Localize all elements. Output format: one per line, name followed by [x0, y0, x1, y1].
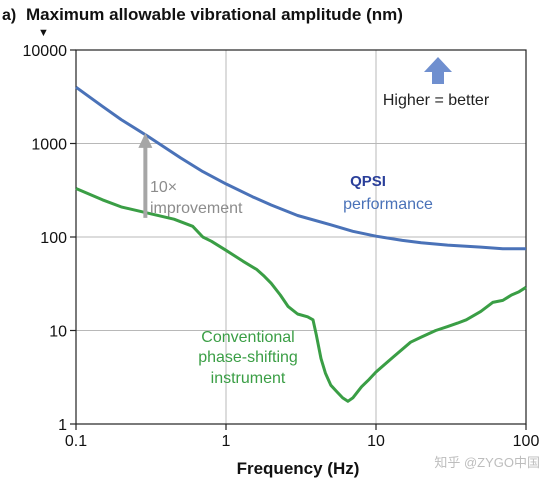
improvement-label-line1: 10× — [150, 179, 177, 196]
conventional-series-line — [75, 187, 527, 403]
conv-label-line3: instrument — [211, 370, 286, 387]
y-tick-label: 1 — [58, 417, 67, 434]
higher-better-label: Higher = better — [383, 92, 490, 109]
improvement-label-line2: improvement — [150, 200, 243, 217]
conv-label-line1: Conventional — [201, 329, 294, 346]
x-tick-label: 1 — [222, 433, 231, 450]
x-axis-label: Frequency (Hz) — [237, 459, 360, 478]
series-layer — [75, 85, 527, 403]
y-tick-label: 100 — [40, 230, 67, 247]
x-tick-label: 100 — [513, 433, 540, 450]
qpsi-label-line1: QPSI — [350, 173, 386, 190]
improvement-arrow — [138, 132, 153, 218]
qpsi-label-line2: performance — [343, 196, 433, 213]
x-tick-label: 0.1 — [65, 433, 87, 450]
y-axis: 1 10 100 1000 10000 — [23, 43, 76, 434]
y-tick-label: 10000 — [23, 43, 68, 60]
chart-title: Maximum allowable vibrational amplitude … — [26, 5, 403, 24]
y-tick-label: 1000 — [31, 137, 67, 154]
improvement-arrow-head — [138, 132, 153, 148]
conv-label-line2: phase-shifting — [198, 349, 298, 366]
x-tick-label: 10 — [367, 433, 385, 450]
qpsi-series-line — [75, 85, 526, 251]
y-tick-label: 10 — [49, 324, 67, 341]
up-arrow-icon — [424, 57, 452, 84]
panel-label: a) — [2, 7, 16, 24]
watermark: 知乎 @ZYGO中国 — [434, 455, 540, 470]
x-axis: 0.1 1 10 100 — [65, 424, 540, 450]
title-marker: ▼ — [38, 27, 49, 39]
